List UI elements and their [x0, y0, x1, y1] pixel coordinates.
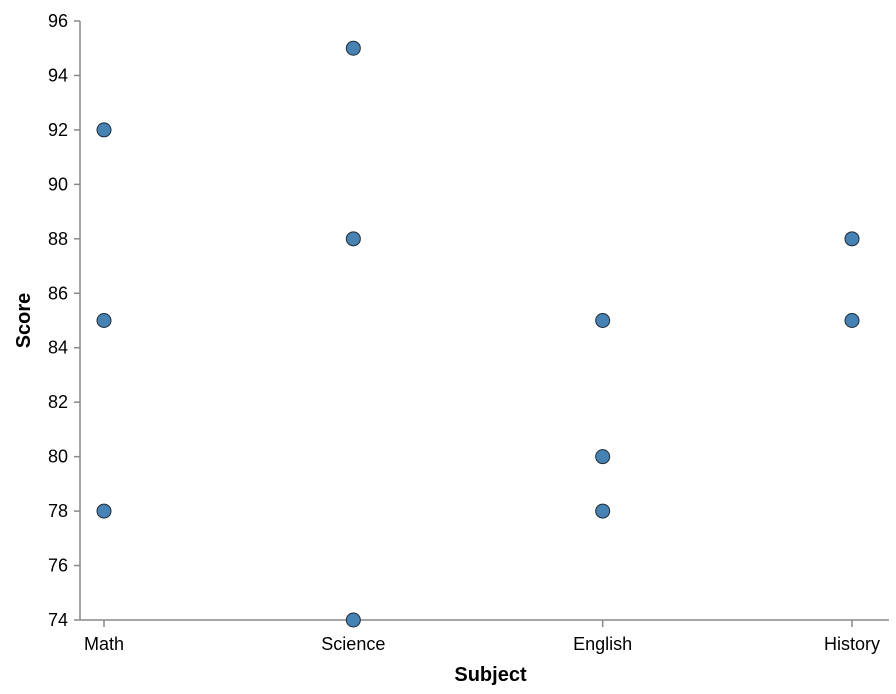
y-tick-label: 76	[48, 556, 68, 576]
y-tick-label: 92	[48, 120, 68, 140]
data-points	[96, 40, 860, 628]
data-point[interactable]	[844, 231, 860, 247]
y-tick-label: 96	[48, 11, 68, 31]
data-point[interactable]	[595, 313, 611, 328]
y-axis: 74 76 78 80 82 84 86 88 90 92 94 96	[48, 11, 81, 630]
x-axis-title: Subject	[454, 664, 527, 686]
y-tick-label: 94	[48, 65, 68, 85]
x-tick-label: Science	[321, 634, 385, 654]
data-point[interactable]	[96, 503, 112, 519]
y-tick-label: 84	[48, 338, 68, 358]
y-axis-title: Score	[13, 293, 35, 349]
data-point[interactable]	[595, 449, 611, 465]
x-tick-label: English	[573, 634, 632, 654]
data-point[interactable]	[595, 503, 611, 519]
data-point[interactable]	[96, 122, 112, 138]
x-axis: Math Science English History	[80, 619, 889, 654]
y-tick-label: 90	[48, 174, 68, 194]
data-point[interactable]	[345, 40, 361, 56]
y-tick-label: 74	[48, 610, 68, 630]
y-tick-label: 82	[48, 392, 68, 412]
y-tick-label: 78	[48, 501, 68, 521]
x-tick-label: Math	[84, 634, 124, 654]
y-tick-label: 88	[48, 229, 68, 249]
x-tick-label: History	[824, 634, 880, 654]
data-point[interactable]	[96, 313, 112, 328]
data-point[interactable]	[345, 612, 361, 628]
data-point[interactable]	[345, 231, 361, 247]
y-tick-label: 80	[48, 447, 68, 467]
y-tick-label: 86	[48, 283, 68, 303]
data-point[interactable]	[844, 313, 860, 328]
